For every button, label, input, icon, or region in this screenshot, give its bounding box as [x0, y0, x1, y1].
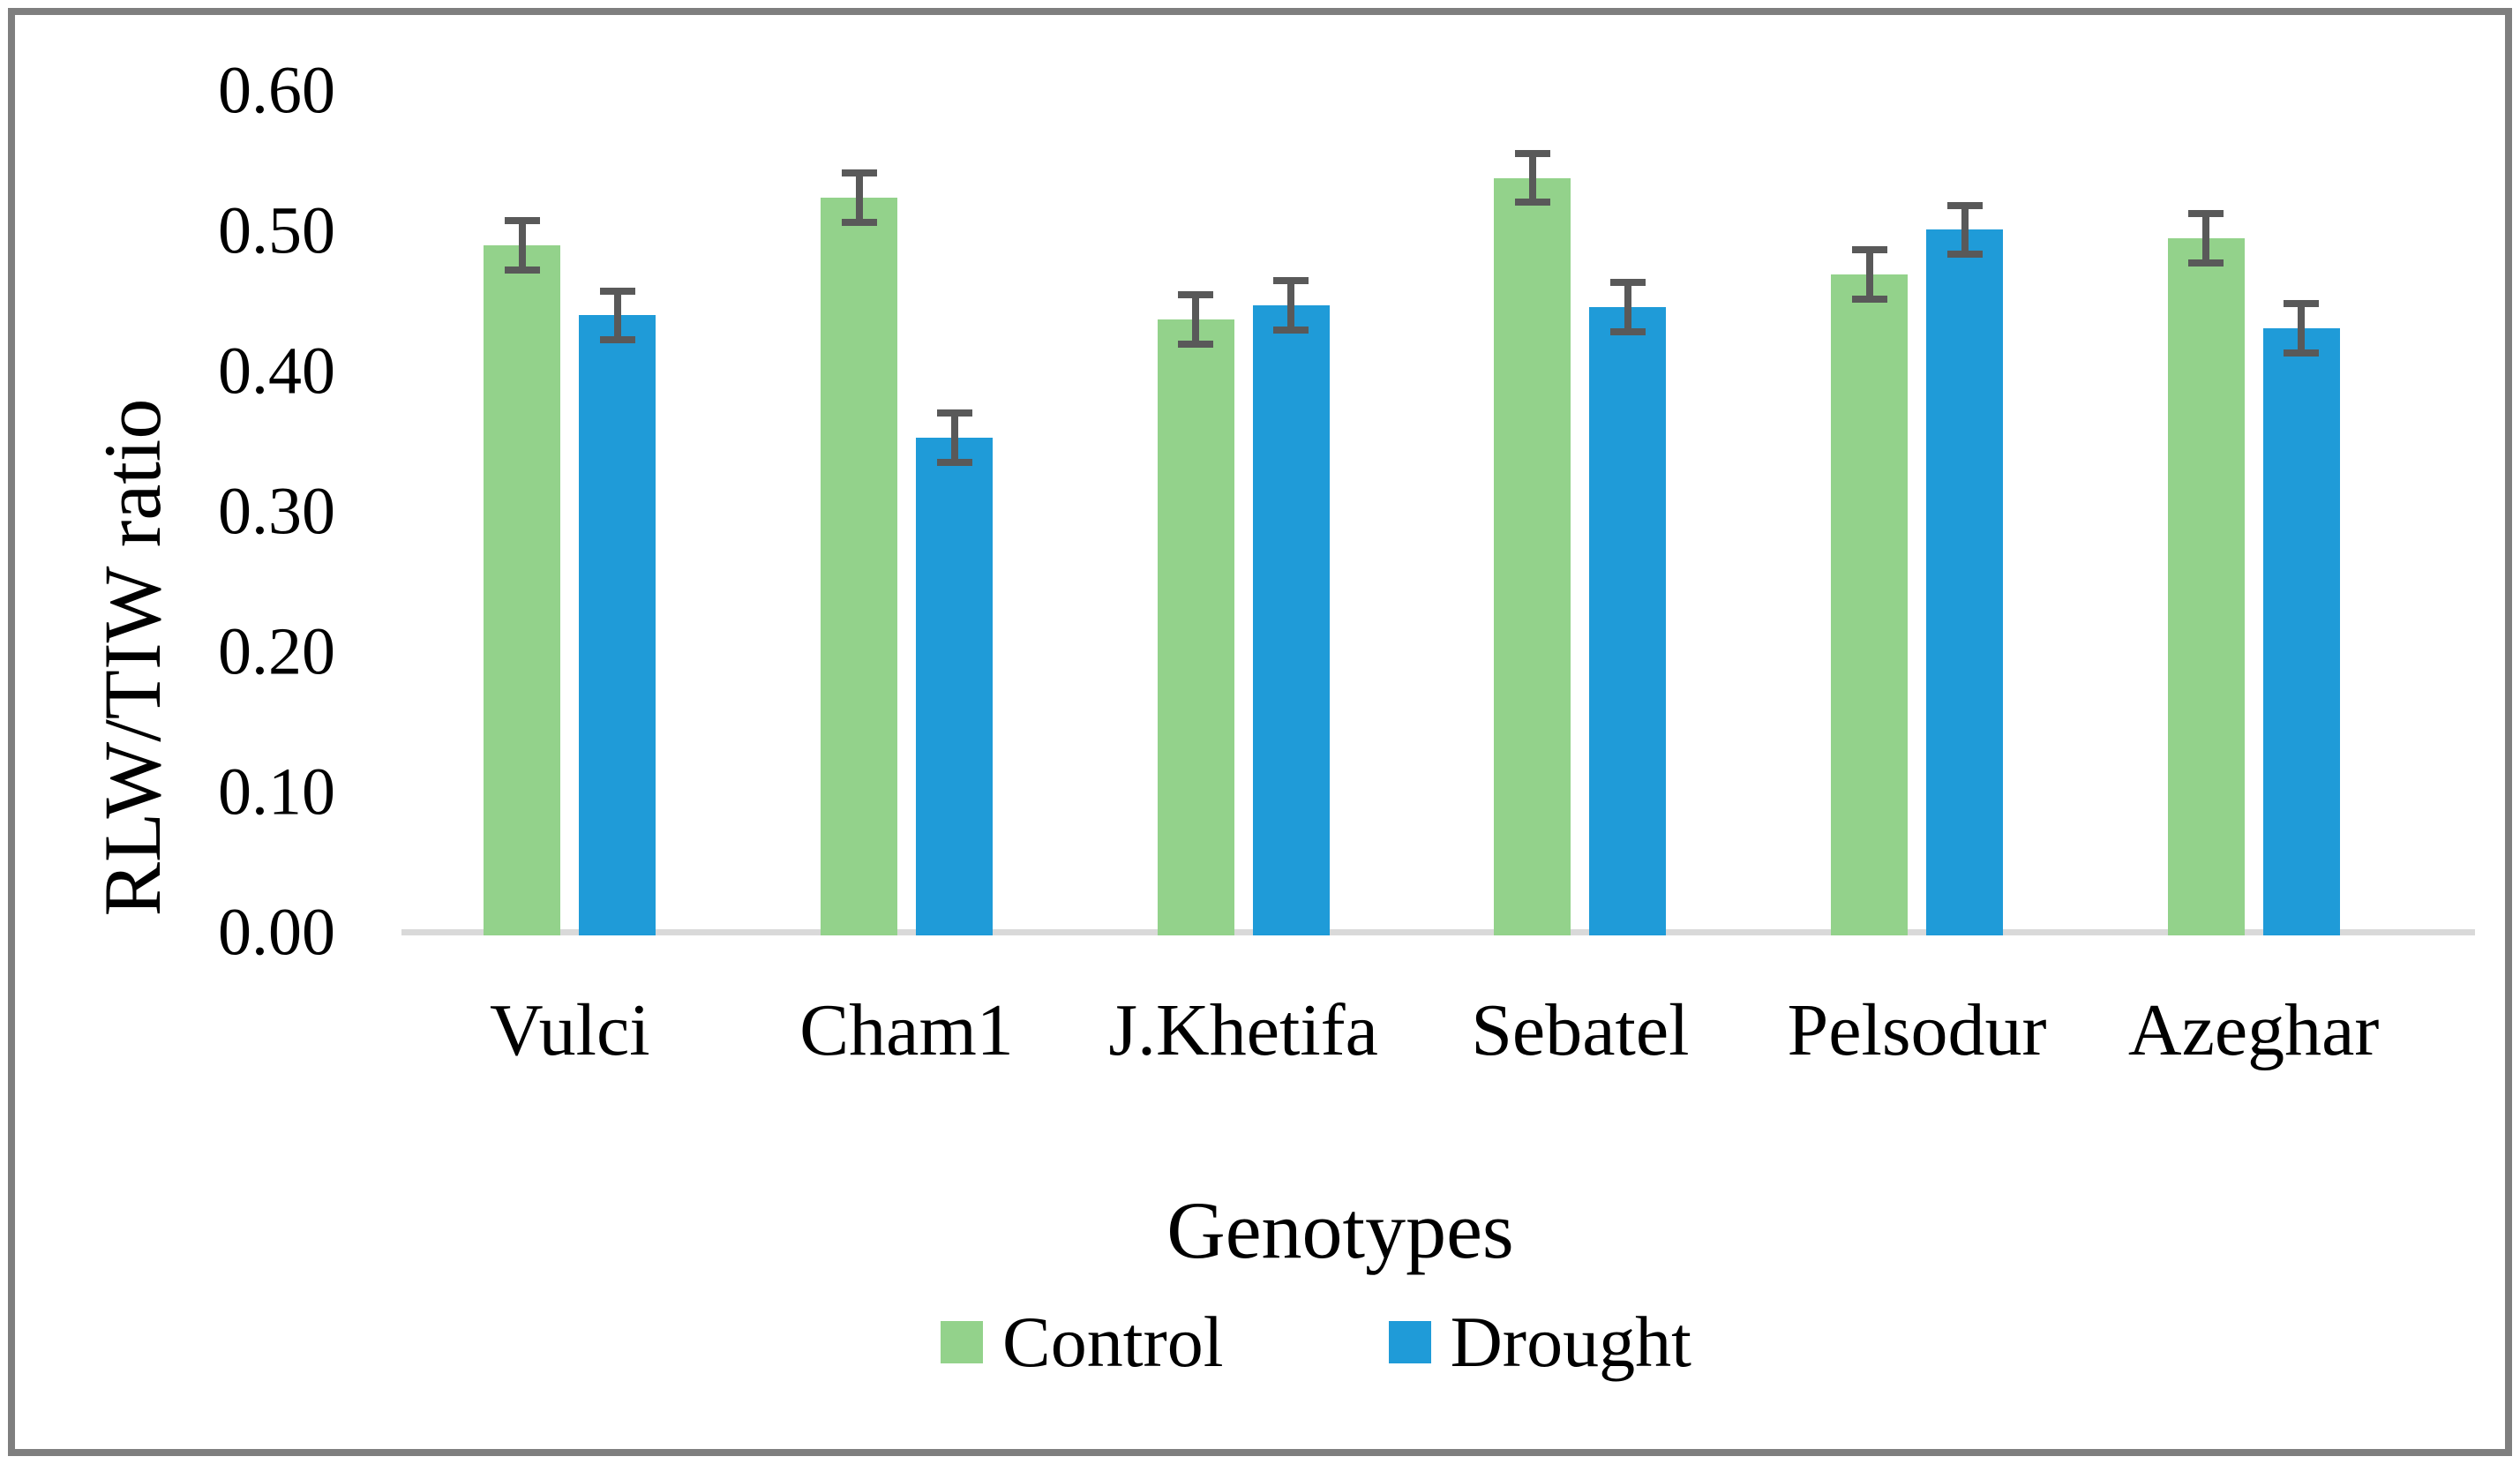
error-bar-control-pelsodur — [1851, 246, 1887, 304]
error-bar-part — [613, 287, 621, 344]
x-category-label: Azeghar — [2127, 989, 2380, 1071]
bar-drought-azeghar — [2262, 327, 2340, 935]
y-tick-label: 0.20 — [218, 614, 335, 689]
error-bar-drought-azeghar — [2284, 299, 2320, 357]
error-bar-part — [504, 217, 540, 225]
error-bar-part — [1851, 246, 1887, 254]
error-bar-part — [1609, 279, 1646, 287]
error-bar-part — [2284, 349, 2320, 357]
bar-drought-sebatel — [1589, 306, 1667, 935]
error-bar-part — [1178, 291, 1214, 299]
x-category-label: Vulci — [490, 989, 650, 1071]
bar-drought-pelsodur — [1926, 229, 2003, 935]
error-bar-part — [2202, 210, 2210, 267]
x-axis-line — [401, 929, 2475, 935]
error-bar-drought-sebatel — [1609, 279, 1646, 335]
y-tick-label: 0.40 — [218, 334, 335, 409]
error-bar-drought-vulci — [599, 287, 635, 344]
error-bar-drought-pelsodur — [1946, 201, 1983, 259]
bar-control-azeghar — [2167, 237, 2245, 935]
error-bar-part — [1514, 199, 1550, 206]
legend: Control Drought — [941, 1302, 1691, 1382]
error-bar-part — [599, 336, 635, 344]
error-bar-part — [950, 409, 958, 466]
error-bar-part — [841, 169, 877, 177]
error-bar-part — [1528, 149, 1536, 206]
error-bar-part — [1609, 327, 1646, 335]
error-bar-part — [936, 458, 972, 466]
error-bar-part — [1514, 149, 1550, 157]
error-bar-part — [2188, 259, 2224, 267]
error-bar-part — [2298, 299, 2306, 357]
error-bar-part — [1946, 251, 1983, 259]
y-tick-label: 0.10 — [218, 755, 335, 830]
legend-item-control: Control — [941, 1302, 1224, 1382]
error-bar-part — [936, 409, 972, 417]
error-bar-part — [1865, 246, 1873, 304]
bar-control-pelsodur — [1831, 274, 1908, 935]
legend-label: Control — [1002, 1302, 1224, 1382]
error-bar-part — [504, 266, 540, 274]
x-category-label: Cham1 — [799, 989, 1014, 1071]
x-category-label: J.Khetifa — [1108, 989, 1378, 1071]
error-bar-part — [1178, 340, 1214, 348]
error-bar-part — [1273, 327, 1309, 334]
bar-control-jkhetifa — [1157, 319, 1234, 935]
error-bar-part — [1273, 277, 1309, 285]
legend-swatch-control — [941, 1321, 983, 1363]
y-tick-label: 0.30 — [218, 474, 335, 549]
error-bar-part — [855, 169, 863, 226]
error-bar-part — [1624, 279, 1631, 335]
legend-item-drought: Drought — [1388, 1302, 1691, 1382]
bar-drought-jkhetifa — [1252, 305, 1330, 935]
bar-drought-vulci — [579, 315, 656, 935]
error-bar-part — [1961, 201, 1969, 259]
bar-drought-cham1 — [916, 437, 993, 935]
error-bar-part — [2284, 299, 2320, 307]
error-bar-control-sebatel — [1514, 149, 1550, 206]
error-bar-control-vulci — [504, 217, 540, 274]
error-bar-part — [518, 217, 526, 274]
error-bar-part — [841, 218, 877, 226]
x-axis-title: Genotypes — [1166, 1185, 1514, 1275]
error-bar-drought-jkhetifa — [1273, 277, 1309, 334]
error-bar-drought-cham1 — [936, 409, 972, 466]
error-bar-part — [1946, 201, 1983, 209]
error-bar-part — [1287, 277, 1295, 334]
bar-control-cham1 — [821, 197, 897, 935]
error-bar-control-jkhetifa — [1178, 291, 1214, 348]
y-tick-label: 0.60 — [218, 53, 335, 128]
error-bar-part — [1851, 296, 1887, 304]
error-bar-part — [1192, 291, 1200, 348]
legend-swatch-drought — [1388, 1321, 1431, 1363]
error-bar-control-cham1 — [841, 169, 877, 226]
error-bar-control-azeghar — [2188, 210, 2224, 267]
error-bar-part — [599, 287, 635, 295]
y-tick-label: 0.00 — [218, 895, 335, 970]
error-bar-part — [2188, 210, 2224, 218]
x-category-label: Pelsodur — [1787, 989, 2047, 1071]
bar-control-sebatel — [1494, 177, 1571, 935]
bar-control-vulci — [484, 244, 561, 935]
y-tick-label: 0.50 — [218, 193, 335, 268]
x-category-label: Sebatel — [1471, 989, 1690, 1071]
legend-label: Drought — [1450, 1302, 1691, 1382]
